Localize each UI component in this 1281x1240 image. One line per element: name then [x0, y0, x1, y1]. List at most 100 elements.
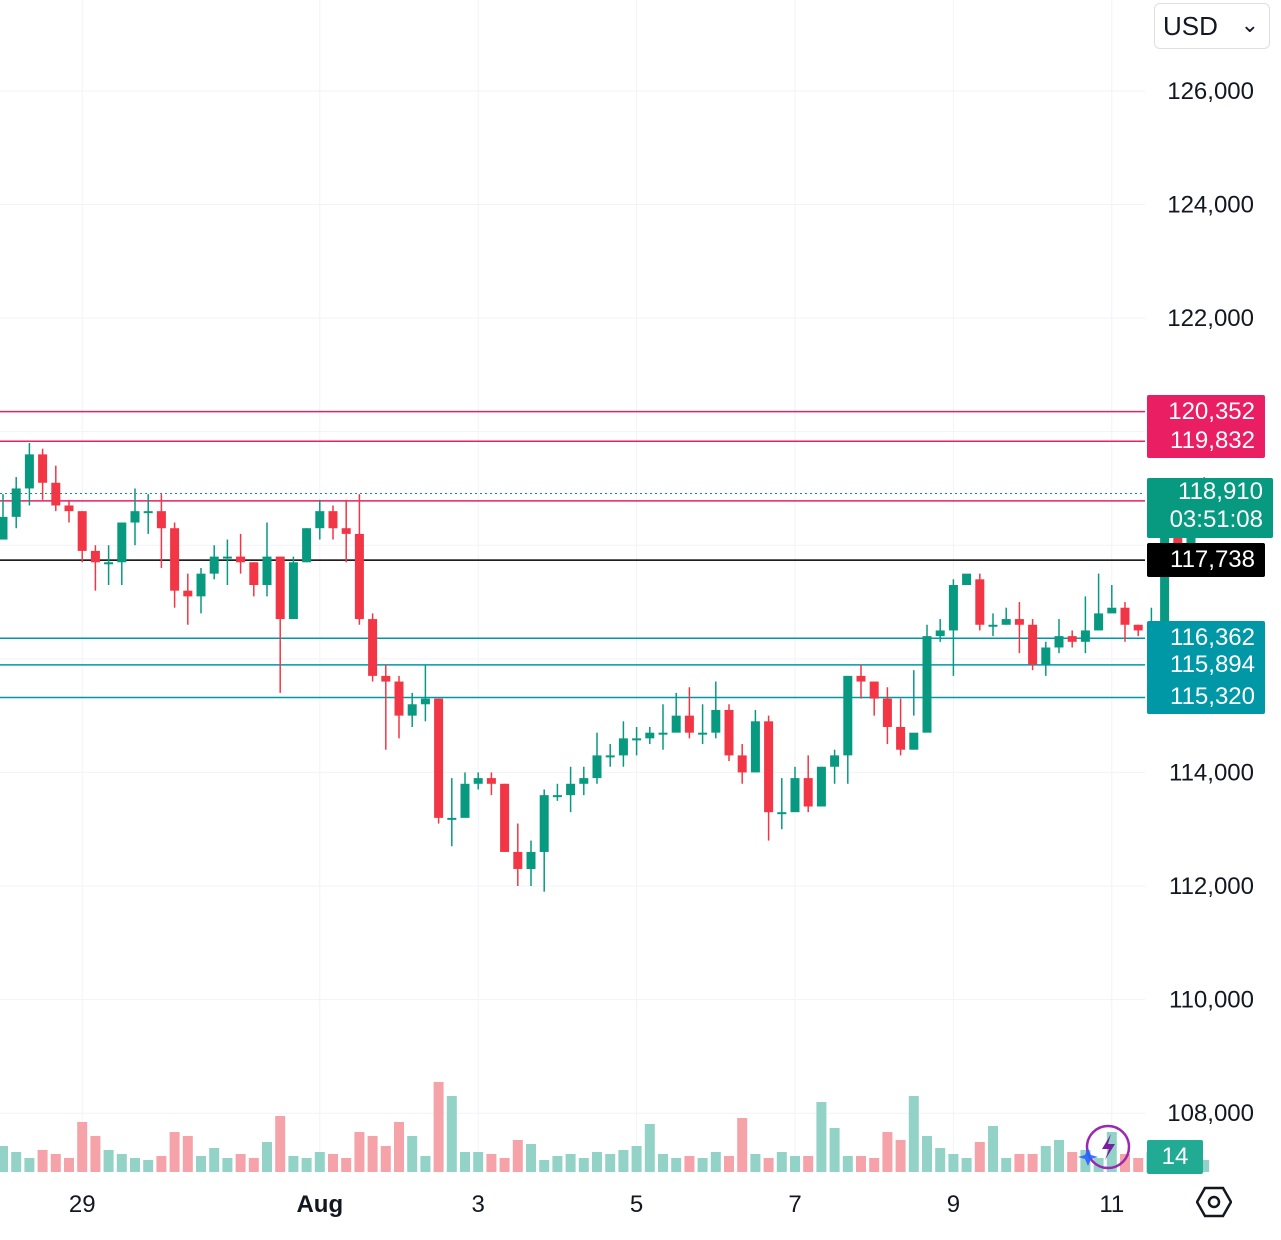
- volume-bar: [1199, 1160, 1210, 1172]
- volume-bar: [222, 1158, 233, 1172]
- candle-body: [750, 721, 760, 773]
- candle-body: [0, 516, 8, 540]
- candle-body: [447, 817, 457, 820]
- volume-bar: [948, 1154, 959, 1172]
- candle-body: [460, 783, 470, 818]
- last-price-value: 118,910: [1178, 477, 1263, 505]
- price-axis[interactable]: 126,000 124,000 122,000 114,000 112,000 110,0…: [1167, 78, 1254, 1127]
- volume-bar: [552, 1156, 563, 1172]
- candlesticks: [0, 443, 1222, 892]
- volume-bar: [328, 1154, 338, 1172]
- volume-bar: [50, 1154, 61, 1172]
- candle-body: [288, 562, 298, 620]
- volume-bar: [539, 1160, 550, 1172]
- price-tick-label: 108,000: [1167, 1100, 1254, 1127]
- candle-body: [737, 755, 747, 773]
- volume-bar: [394, 1122, 404, 1172]
- volume-bar: [605, 1154, 616, 1172]
- candle-body: [816, 766, 826, 807]
- volume-bar: [380, 1146, 391, 1172]
- currency-select[interactable]: USD ⌄: [1154, 3, 1270, 49]
- candle-body: [948, 585, 958, 631]
- time-axis[interactable]: 29 Aug 3 5 7 9 11: [69, 1191, 1124, 1218]
- candle-body: [1120, 607, 1130, 625]
- time-tick-label: 11: [1099, 1191, 1124, 1218]
- candle-body: [579, 778, 589, 784]
- price-tag-resistance: 120,352: [1147, 394, 1265, 429]
- assistant-icon[interactable]: [1078, 1124, 1131, 1170]
- candle-body: [605, 755, 615, 758]
- volume-bar: [275, 1116, 286, 1172]
- candle-body: [1107, 607, 1117, 614]
- candle-body: [354, 533, 364, 620]
- volume-bar: [1080, 1150, 1091, 1172]
- volume-bar: [1054, 1140, 1064, 1172]
- volume-bar: [869, 1158, 880, 1172]
- candle-body: [830, 755, 840, 767]
- candle-body: [183, 590, 193, 597]
- candle-body: [724, 709, 734, 756]
- candle-body: [262, 556, 272, 585]
- candle-body: [790, 778, 800, 813]
- candle-body: [170, 528, 180, 591]
- candle-body: [38, 454, 48, 483]
- volume-tag: 14: [1147, 1140, 1203, 1174]
- volume-bar: [37, 1150, 48, 1172]
- volume-bar: [486, 1154, 497, 1172]
- volume-bar: [658, 1154, 668, 1172]
- candle-body: [341, 528, 351, 534]
- volume-bar: [196, 1156, 206, 1172]
- candle-body: [130, 511, 140, 523]
- candle-body: [222, 556, 232, 559]
- volume-bar: [961, 1158, 972, 1172]
- candle-body: [856, 675, 866, 682]
- volume-bar: [697, 1158, 708, 1172]
- price-tag-current: 117,738: [1147, 543, 1265, 578]
- bar-countdown: 03:51:08: [1169, 505, 1263, 533]
- candle-body: [1080, 630, 1090, 642]
- candle-body: [302, 528, 312, 563]
- volume-bar: [143, 1160, 154, 1172]
- volume-bar: [935, 1148, 946, 1172]
- candle-body: [104, 562, 114, 565]
- volume-bar: [710, 1152, 721, 1172]
- volume-bar: [803, 1156, 814, 1172]
- candle-body: [658, 732, 668, 735]
- volume-bar: [116, 1154, 127, 1172]
- candle-body: [1067, 636, 1077, 642]
- candle-body: [77, 511, 87, 551]
- candle-body: [117, 522, 127, 563]
- volume-bar: [829, 1128, 840, 1172]
- volume-bar: [460, 1152, 470, 1172]
- candle-body: [236, 556, 246, 563]
- candle-body: [962, 573, 972, 585]
- volume-bar: [103, 1150, 114, 1172]
- candle-body: [473, 778, 483, 784]
- volume-bar: [11, 1152, 22, 1172]
- volume-bar: [1040, 1146, 1051, 1172]
- volume-bar: [776, 1152, 787, 1172]
- price-tick-label: 110,000: [1169, 987, 1254, 1014]
- volume-bar: [1001, 1158, 1012, 1172]
- candle-body: [11, 488, 21, 517]
- volume-bar: [684, 1156, 695, 1172]
- candle-body: [869, 681, 879, 699]
- time-tick-label: 9: [947, 1191, 960, 1218]
- price-tag-support: 115,320: [1147, 680, 1265, 715]
- candle-body: [777, 812, 787, 815]
- volume-bar: [988, 1126, 998, 1172]
- candle-body: [486, 778, 496, 784]
- volume-bar: [301, 1158, 312, 1172]
- candle-body: [552, 795, 562, 798]
- candle-body: [526, 851, 536, 869]
- candle-body: [275, 556, 285, 620]
- settings-icon[interactable]: [1196, 1186, 1232, 1218]
- candle-body: [407, 704, 417, 716]
- volume-bar: [631, 1146, 642, 1172]
- candle-body: [209, 556, 219, 574]
- candle-body: [896, 726, 906, 750]
- candle-body: [909, 732, 919, 750]
- candle-body: [1054, 636, 1064, 648]
- time-tick-label: Aug: [296, 1191, 343, 1218]
